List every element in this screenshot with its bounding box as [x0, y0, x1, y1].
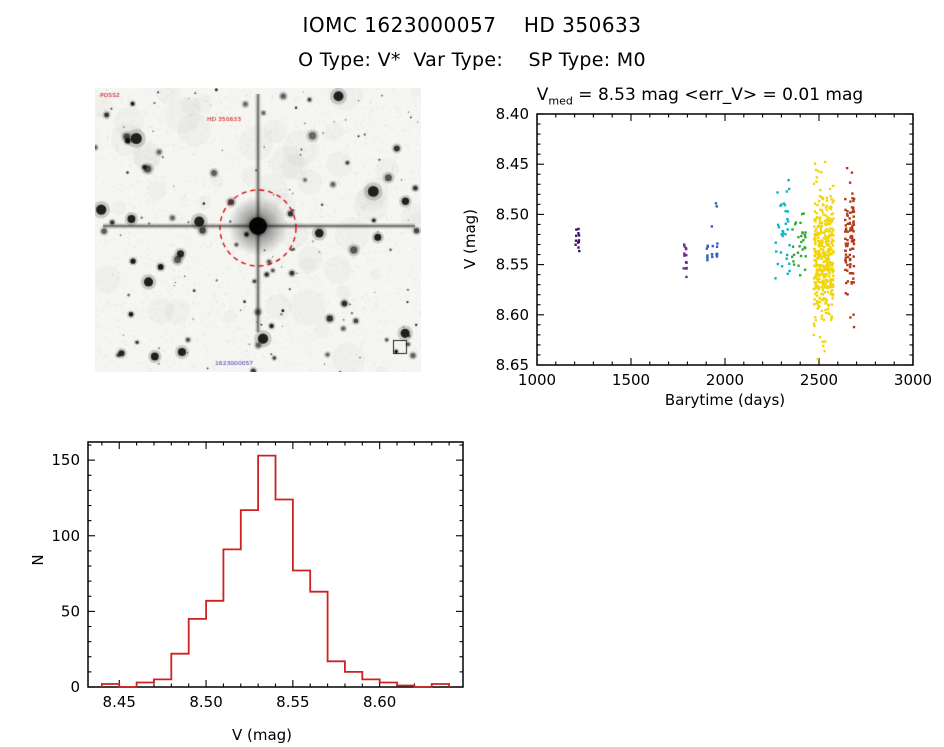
svg-text:8.60: 8.60	[363, 693, 396, 711]
svg-text:8.60: 8.60	[496, 306, 529, 324]
svg-text:100: 100	[51, 527, 80, 545]
histogram-bars	[101, 454, 450, 688]
page-title: IOMC 1623000057 HD 350633	[302, 13, 642, 37]
svg-text:1500: 1500	[612, 371, 650, 389]
svg-text:2000: 2000	[706, 371, 744, 389]
svg-text:50: 50	[61, 602, 80, 620]
axes-frame	[536, 113, 914, 366]
svg-text:8.55: 8.55	[276, 693, 309, 711]
tick-marks	[536, 113, 914, 366]
svg-text:150: 150	[51, 451, 80, 469]
page-subtitle: O Type: V* Var Type: SP Type: M0	[298, 49, 646, 71]
light-curve-plot: 1000 1500 2000 2500 3000 8.40 8.45 8.50 8.55 8.60…	[496, 105, 933, 389]
tick-labels: 8.45 8.50 8.55 8.60 0 50 100 150	[51, 451, 396, 711]
svg-text:1000: 1000	[518, 371, 556, 389]
svg-text:8.65: 8.65	[496, 356, 529, 374]
svg-text:8.45: 8.45	[496, 155, 529, 173]
svg-text:8.40: 8.40	[496, 105, 529, 123]
light-curve-title: Vmed = 8.53 mag <err_V> = 0.01 mag	[459, 85, 941, 107]
svg-text:8.50: 8.50	[189, 693, 222, 711]
data-points	[574, 160, 856, 361]
tick-labels: 1000 1500 2000 2500 3000 8.40 8.45 8.50 8.55 8.60…	[496, 105, 933, 389]
light-curve-y-axis-label: V (mag)	[461, 208, 479, 270]
svg-text:3000: 3000	[894, 371, 932, 389]
finding-chart-image	[95, 88, 421, 372]
light-curve-title-subscript: med	[548, 94, 573, 108]
svg-text:2500: 2500	[800, 371, 838, 389]
light-curve-title-suffix: = 8.53 mag <err_V> = 0.01 mag	[572, 85, 864, 105]
light-curve-x-axis-label: Barytime (days)	[664, 391, 786, 409]
histogram-y-axis-label: N	[29, 554, 47, 566]
histogram-plot: 8.45 8.50 8.55 8.60 0 50 100 150	[51, 441, 464, 711]
svg-text:8.55: 8.55	[496, 256, 529, 274]
svg-text:0: 0	[70, 678, 80, 696]
svg-text:8.45: 8.45	[103, 693, 136, 711]
svg-text:8.50: 8.50	[496, 205, 529, 223]
histogram-x-axis-label: V (mag)	[231, 726, 293, 744]
light-curve-title-prefix: V	[536, 85, 549, 105]
